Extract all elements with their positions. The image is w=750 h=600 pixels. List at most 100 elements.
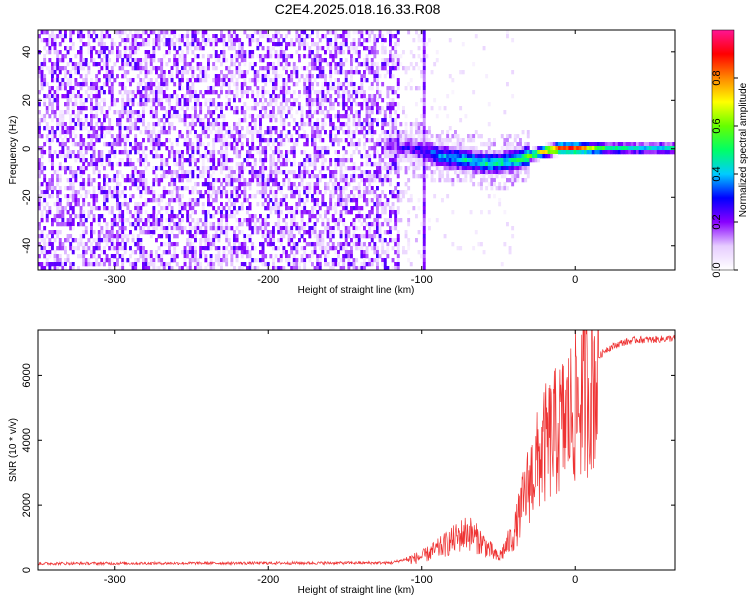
heatmap-cell (378, 254, 382, 259)
heatmap-cell (212, 122, 216, 127)
heatmap-cell (305, 78, 309, 83)
heatmap-cell (207, 142, 210, 147)
heatmap-cell (357, 30, 361, 35)
heatmap-cell (438, 158, 442, 163)
heatmap-cell (318, 266, 322, 270)
heatmap-cell (433, 158, 437, 163)
heatmap-cell (318, 206, 322, 211)
heatmap-cell (261, 230, 265, 235)
heatmap-cell (97, 242, 101, 247)
heatmap-cell (300, 218, 304, 223)
heatmap-cell (259, 138, 262, 143)
heatmap-cell (287, 254, 291, 259)
heatmap-cell (300, 122, 304, 127)
heatmap-cell (415, 118, 418, 123)
heatmap-cell (147, 218, 151, 223)
heatmap-cell (339, 266, 343, 270)
heatmap-cell (90, 82, 93, 87)
heatmap-cell (342, 90, 346, 95)
heatmap-cell (329, 38, 333, 43)
heatmap-cell (139, 194, 143, 199)
heatmap-cell (412, 206, 416, 211)
heatmap-cell (355, 30, 359, 35)
heatmap-cell (58, 262, 62, 267)
heatmap-cell (347, 230, 351, 235)
heatmap-cell (45, 262, 49, 267)
heatmap-cell (381, 46, 385, 51)
heatmap-cell (199, 62, 203, 67)
heatmap-cell (183, 142, 187, 147)
heatmap-cell (220, 90, 223, 95)
heatmap-cell (344, 230, 348, 235)
heatmap-cell (448, 74, 452, 79)
heatmap-cell (220, 218, 223, 223)
heatmap-cell (79, 206, 83, 211)
heatmap-cell (168, 238, 171, 243)
heatmap-cell (118, 226, 122, 231)
heatmap-cell (337, 162, 340, 167)
heatmap-cell (253, 130, 257, 135)
heatmap-cell (212, 198, 216, 203)
heatmap-cell (238, 182, 242, 187)
heatmap-cell (144, 42, 148, 47)
heatmap-cell (87, 38, 91, 43)
heatmap-cell (207, 198, 210, 203)
heatmap-cell (40, 114, 44, 119)
heatmap-cell (217, 210, 221, 215)
heatmap-cell (48, 126, 52, 131)
heatmap-cell (142, 78, 145, 83)
heatmap-cell (243, 70, 247, 75)
heatmap-cell (225, 218, 229, 223)
heatmap-cell (56, 246, 60, 251)
heatmap-cell (97, 214, 101, 219)
heatmap-cell (269, 50, 273, 55)
heatmap-cell (227, 170, 231, 175)
heatmap-cell (45, 218, 49, 223)
heatmap-cell (308, 234, 312, 239)
heatmap-cell (64, 122, 67, 127)
heatmap-cell (183, 226, 187, 231)
heatmap-cell (337, 194, 340, 199)
heatmap-cell (56, 118, 60, 123)
heatmap-cell (191, 146, 195, 151)
heatmap-cell (240, 246, 244, 251)
heatmap-cell (391, 86, 395, 91)
heatmap-cell (261, 182, 265, 187)
heatmap-cell (233, 74, 236, 79)
heatmap-cell (61, 154, 65, 159)
heatmap-cell (209, 102, 213, 107)
heatmap-cell (316, 218, 320, 223)
heatmap-cell (370, 130, 374, 135)
heatmap-cell (344, 74, 348, 79)
heatmap-cell (235, 50, 239, 55)
heatmap-cell (173, 170, 177, 175)
heatmap-cell (51, 246, 54, 251)
heatmap-cell (311, 58, 314, 63)
heatmap-cell (326, 38, 330, 43)
heatmap-cell (77, 106, 80, 111)
heatmap-cell (225, 178, 229, 183)
heatmap-cell (417, 46, 421, 51)
heatmap-cell (79, 58, 83, 63)
heatmap-cell (116, 238, 119, 243)
heatmap-cell (103, 62, 106, 67)
heatmap-cell (352, 90, 356, 95)
heatmap-cell (324, 182, 327, 187)
heatmap-cell (214, 50, 218, 55)
heatmap-cell (334, 114, 338, 119)
heatmap-cell (196, 142, 200, 147)
heatmap-cell (225, 238, 229, 243)
heatmap-cell (412, 174, 416, 179)
heatmap-cell (196, 150, 200, 155)
heatmap-cell (274, 202, 278, 207)
heatmap-cell (183, 158, 187, 163)
heatmap-cell (142, 114, 145, 119)
heatmap-cell (370, 178, 374, 183)
heatmap-cell (92, 162, 96, 167)
heatmap-cell (100, 134, 104, 139)
heatmap-cell (238, 222, 242, 227)
heatmap-cell (165, 62, 169, 67)
heatmap-cell (92, 166, 96, 171)
heatmap-cell (175, 66, 179, 71)
heatmap-cell (253, 158, 257, 163)
